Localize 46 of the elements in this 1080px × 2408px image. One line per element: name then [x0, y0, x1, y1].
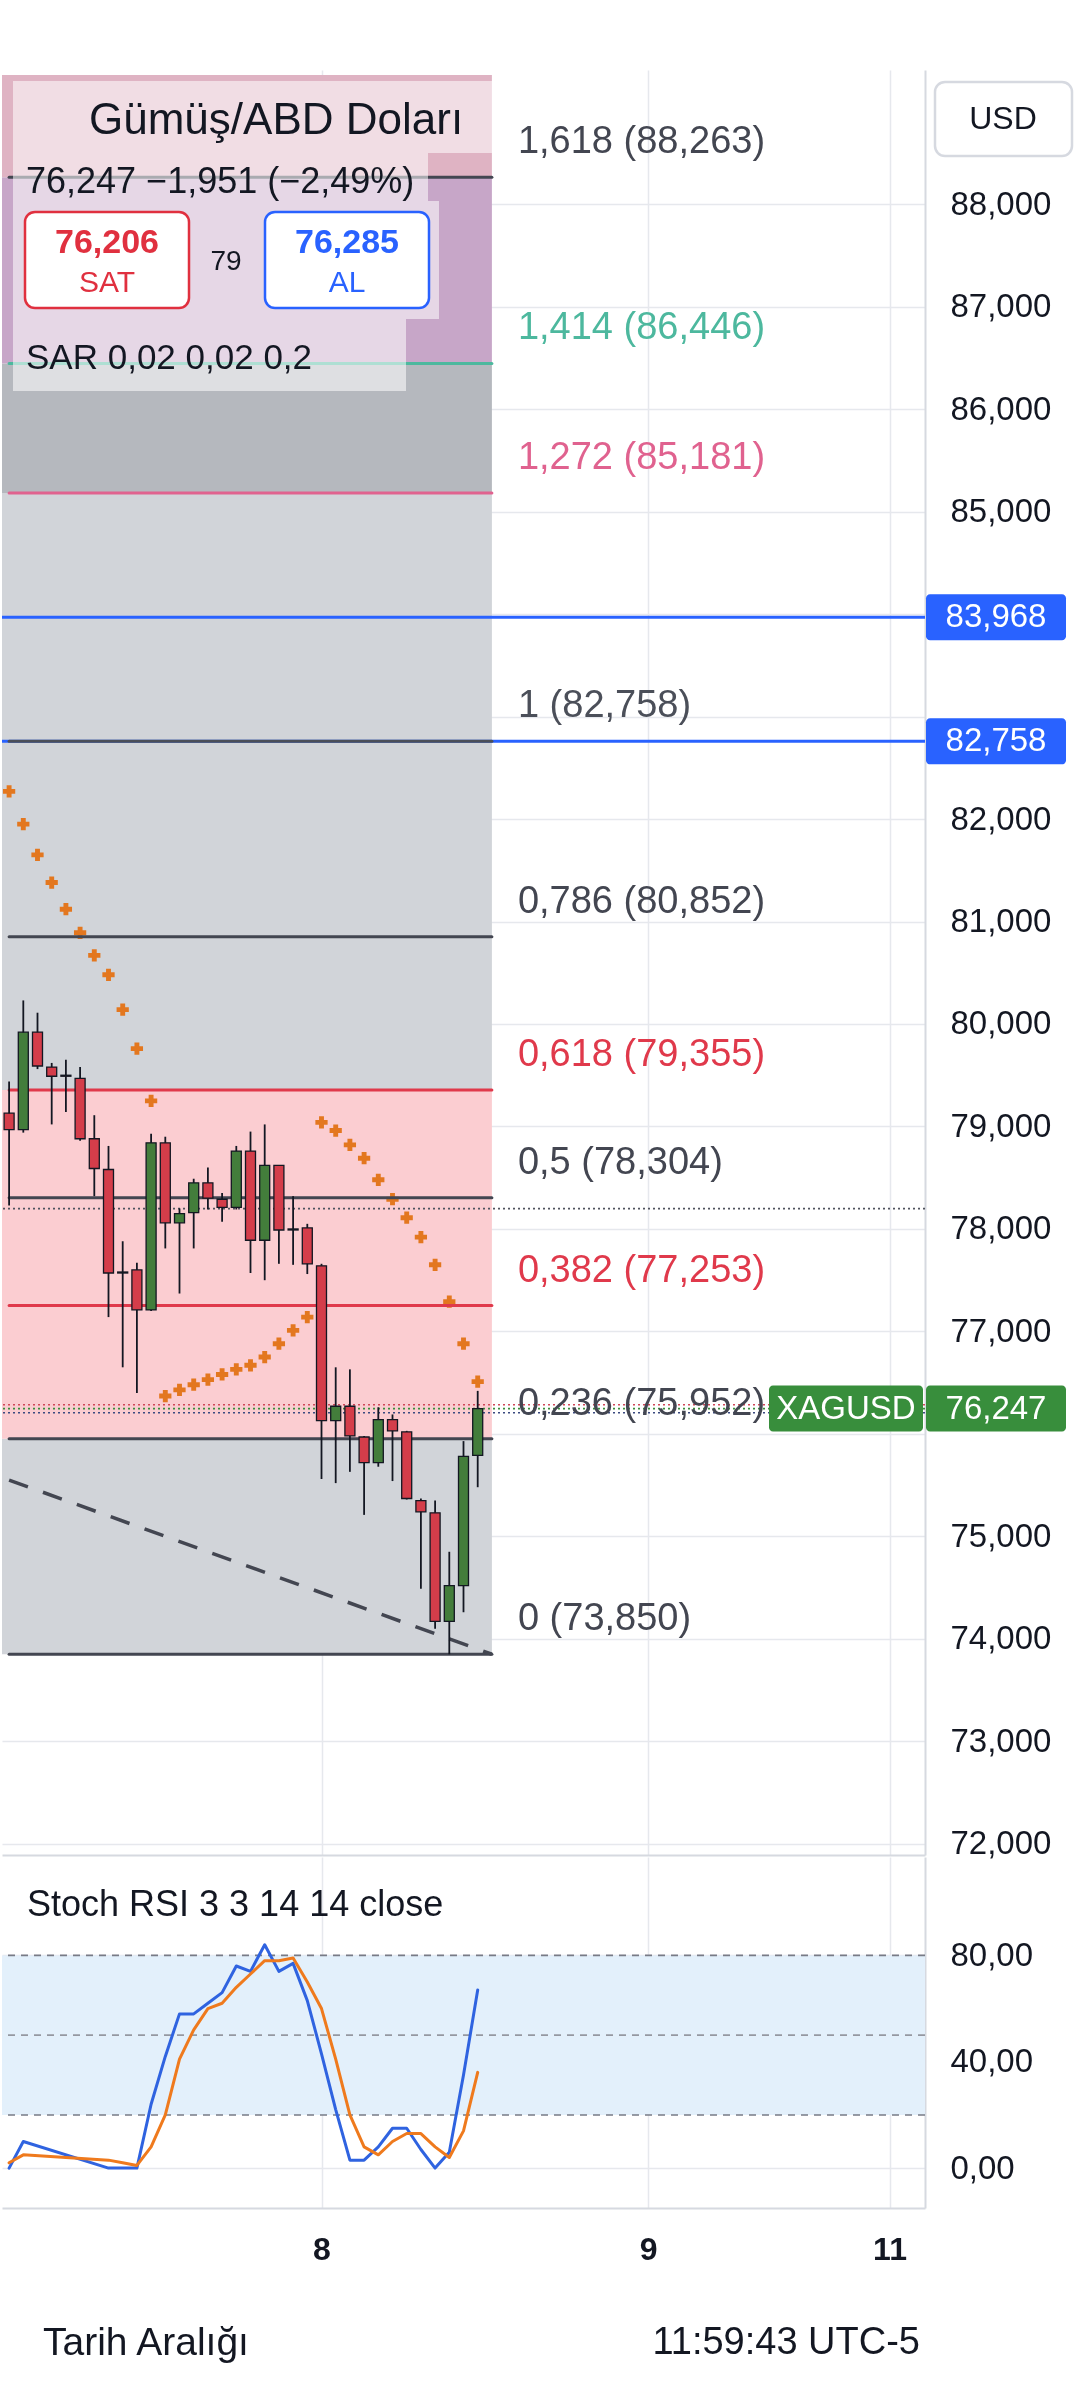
y-tick-label: 86,000 [950, 389, 1052, 427]
y-tick-label: 77,000 [950, 1311, 1052, 1349]
annotation: SAR 0,02 0,02 0,2 [26, 337, 313, 376]
annotation: XAGUSD [776, 1388, 916, 1426]
y-tick-label: 80,000 [950, 1004, 1052, 1042]
text: 76,247 −1,951 (−2,49%) [26, 160, 415, 201]
ref-line-label: 76,247 [945, 1388, 1047, 1426]
text: USD [969, 100, 1037, 136]
x-tick-label: 9 [639, 2230, 658, 2267]
y-tick-label: 85,000 [950, 492, 1052, 530]
series-label: 0,5 (78,304) [517, 1139, 723, 1182]
y-tick-label: 82,000 [950, 799, 1052, 837]
series-label: 0,236 (75,952) [517, 1380, 766, 1423]
annotation: SAT [78, 265, 136, 298]
y-tick-label: 75,000 [950, 1516, 1052, 1554]
series-label: 1 (82,758) [517, 683, 692, 726]
ref-line-label: 83,968 [945, 597, 1047, 635]
y-tick-label: 87,000 [950, 287, 1052, 325]
text: 11:59:43 UTC-5 [652, 2320, 920, 2362]
chart-title: Gümüş/ABD Doları [89, 94, 464, 143]
series-label: 0,382 (77,253) [517, 1247, 766, 1290]
y-tick-label: 88,000 [950, 184, 1052, 222]
text: Stoch RSI 3 3 14 14 close [27, 1883, 444, 1924]
y-tick-label: 40,00 [950, 2042, 1034, 2080]
y-tick-label: 79,000 [950, 1106, 1052, 1144]
y-tick-label: 72,000 [950, 1824, 1052, 1862]
series-label: 0,786 (80,852) [517, 878, 766, 921]
annotation: 76,206 [55, 222, 159, 260]
series-label: 0,618 (79,355) [517, 1032, 766, 1075]
x-tick-label: 11 [873, 2230, 907, 2267]
ref-line-label: 82,758 [945, 721, 1047, 759]
y-tick-label: 73,000 [950, 1721, 1052, 1759]
series-label: 1,272 (85,181) [517, 435, 766, 478]
text: Tarih Aralığı [43, 2320, 249, 2363]
series-label: 1,618 (88,263) [517, 119, 766, 162]
y-tick-label: 81,000 [950, 902, 1052, 940]
y-tick-label: 80,00 [950, 1935, 1034, 1973]
annotation: 76,285 [295, 222, 399, 260]
series-label: 1,414 (86,446) [517, 305, 766, 348]
y-tick-label: 0,00 [950, 2148, 1015, 2186]
annotation: 79 [210, 245, 242, 276]
annotation: AL [328, 265, 366, 298]
y-tick-label: 78,000 [950, 1209, 1052, 1247]
x-tick-label: 8 [313, 2230, 331, 2267]
y-tick-label: 74,000 [950, 1619, 1052, 1657]
series-label: 0 (73,850) [517, 1596, 692, 1639]
